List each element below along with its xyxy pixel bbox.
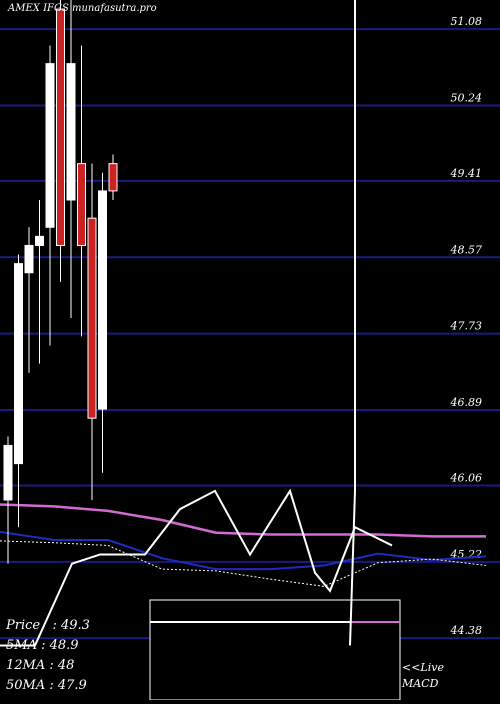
candle-body [108, 163, 118, 192]
y-tick-label: 46.89 [450, 396, 483, 409]
legend-price: Price : 49.3 [6, 618, 90, 633]
candle [98, 172, 107, 473]
macd-label: <<Live MACD [402, 660, 444, 692]
candle [77, 45, 86, 337]
ma12-line [0, 530, 487, 571]
y-tick-label: 46.06 [450, 471, 483, 484]
candle-body [24, 244, 34, 274]
candle-body [87, 217, 97, 419]
macd-panel [149, 599, 401, 701]
candle-body [3, 444, 13, 501]
candle-body [45, 63, 55, 228]
candle [24, 227, 34, 373]
chart-header: AMEX IFGS munafasutra.pro [8, 3, 157, 14]
y-axis-ticks: 51.0850.2449.4148.5747.7346.8946.0645.22… [450, 15, 483, 637]
candle [56, 0, 65, 282]
candle [87, 163, 97, 500]
macd-line [349, 0, 356, 646]
site-label: munafasutra.pro [72, 3, 157, 14]
y-tick-label: 50.24 [451, 91, 483, 104]
candle-body [35, 235, 44, 246]
candle [108, 154, 118, 200]
candle-body [14, 263, 23, 465]
candle-body [56, 8, 65, 246]
candle [35, 200, 44, 364]
candle [66, 0, 76, 319]
candle [3, 436, 13, 564]
y-tick-label: 51.08 [451, 15, 483, 28]
candle-body [66, 63, 76, 201]
y-tick-label: 48.57 [450, 243, 483, 256]
macd-panel-box [149, 599, 401, 701]
macd-label-line2: MACD [402, 677, 439, 690]
symbol-label: IFGS [43, 3, 69, 14]
y-tick-label: 47.73 [450, 320, 483, 333]
legend-ma12: 12MA : 48 [6, 658, 75, 673]
candle [45, 45, 55, 346]
candle-body [77, 163, 86, 246]
ma5-line [0, 540, 487, 587]
price_line-line [0, 488, 393, 647]
macd-label-line1: <<Live [402, 661, 444, 674]
legend-ma50: 50MA : 47.9 [6, 678, 87, 693]
candle [14, 254, 23, 528]
legend-ma5: 5MA : 48.9 [6, 638, 79, 653]
indicator-lines [0, 0, 487, 647]
ma50-line [0, 503, 486, 538]
candle-body [98, 190, 107, 410]
y-tick-label: 49.41 [450, 167, 483, 180]
exchange-label: AMEX [8, 3, 40, 14]
y-tick-label: 44.38 [450, 624, 483, 637]
candles [3, 0, 118, 564]
